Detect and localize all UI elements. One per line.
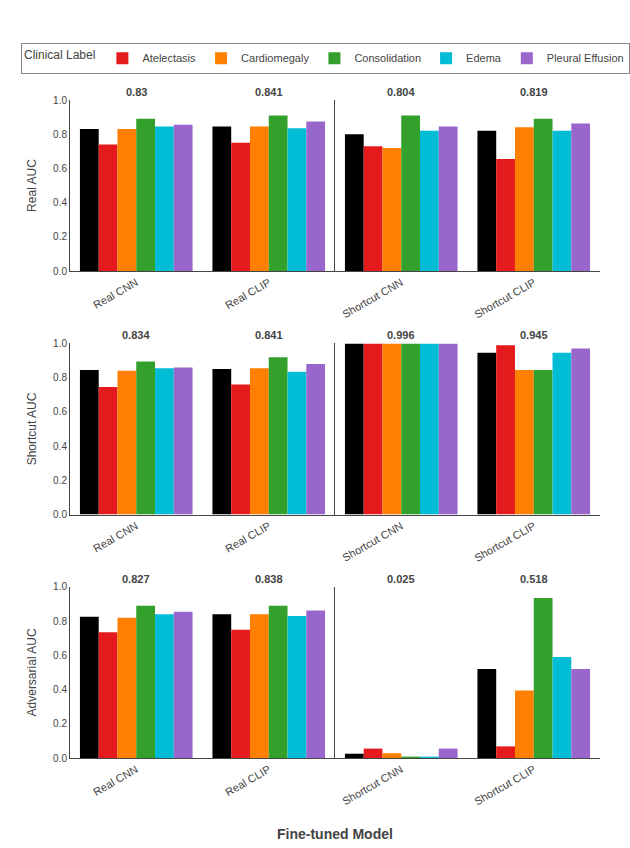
- svg-text:0.025: 0.025: [387, 573, 415, 585]
- svg-text:0.841: 0.841: [255, 86, 283, 98]
- svg-text:0.0: 0.0: [53, 266, 67, 277]
- svg-text:Real CLIP: Real CLIP: [223, 276, 272, 311]
- svg-text:Real CLIP: Real CLIP: [223, 763, 272, 798]
- svg-text:Shortcut CLIP: Shortcut CLIP: [472, 276, 537, 321]
- svg-text:0.834: 0.834: [122, 329, 150, 341]
- svg-text:0.2: 0.2: [53, 231, 67, 242]
- svg-text:Edema: Edema: [466, 52, 502, 64]
- svg-text:Shortcut AUC: Shortcut AUC: [25, 392, 39, 465]
- svg-text:0.8: 0.8: [53, 129, 67, 140]
- svg-text:0.4: 0.4: [53, 197, 67, 208]
- svg-text:0.4: 0.4: [53, 441, 67, 452]
- svg-text:Pleural Effusion: Pleural Effusion: [547, 52, 624, 64]
- svg-text:Cardiomegaly: Cardiomegaly: [241, 52, 309, 64]
- svg-text:Shortcut CNN: Shortcut CNN: [340, 763, 405, 807]
- svg-text:Atelectasis: Atelectasis: [142, 52, 196, 64]
- svg-text:0.6: 0.6: [53, 406, 67, 417]
- svg-text:0.8: 0.8: [53, 616, 67, 627]
- svg-text:Shortcut CNN: Shortcut CNN: [340, 519, 405, 563]
- svg-text:0.6: 0.6: [53, 650, 67, 661]
- svg-text:0.2: 0.2: [53, 718, 67, 729]
- svg-text:Real AUC: Real AUC: [25, 159, 39, 212]
- svg-text:0.2: 0.2: [53, 475, 67, 486]
- svg-text:Shortcut CNN: Shortcut CNN: [340, 276, 405, 320]
- svg-text:Shortcut CLIP: Shortcut CLIP: [472, 763, 537, 808]
- svg-text:Adversarial AUC: Adversarial AUC: [25, 628, 39, 716]
- svg-text:0.996: 0.996: [387, 329, 415, 341]
- svg-text:0.83: 0.83: [126, 86, 147, 98]
- svg-text:0.945: 0.945: [520, 329, 548, 341]
- svg-text:Fine-tuned Model: Fine-tuned Model: [277, 826, 393, 842]
- svg-text:1.0: 1.0: [53, 95, 67, 106]
- svg-text:0.841: 0.841: [255, 329, 283, 341]
- svg-text:0.838: 0.838: [255, 573, 283, 585]
- svg-text:1.0: 1.0: [53, 581, 67, 592]
- svg-text:0.6: 0.6: [53, 163, 67, 174]
- svg-text:Shortcut CLIP: Shortcut CLIP: [472, 519, 537, 564]
- svg-text:Real CNN: Real CNN: [91, 276, 140, 311]
- svg-text:0.518: 0.518: [520, 573, 548, 585]
- svg-text:Real CNN: Real CNN: [91, 519, 140, 554]
- svg-text:0.4: 0.4: [53, 684, 67, 695]
- svg-text:Real CNN: Real CNN: [91, 763, 140, 798]
- svg-text:0.819: 0.819: [520, 86, 548, 98]
- svg-text:Real CLIP: Real CLIP: [223, 519, 272, 554]
- svg-text:0.0: 0.0: [53, 509, 67, 520]
- svg-text:Consolidation: Consolidation: [354, 52, 421, 64]
- svg-text:0.804: 0.804: [387, 86, 415, 98]
- svg-text:1.0: 1.0: [53, 338, 67, 349]
- svg-text:0.0: 0.0: [53, 753, 67, 764]
- svg-text:0.8: 0.8: [53, 372, 67, 383]
- svg-text:0.827: 0.827: [122, 573, 150, 585]
- svg-text:Clinical Label: Clinical Label: [24, 48, 95, 62]
